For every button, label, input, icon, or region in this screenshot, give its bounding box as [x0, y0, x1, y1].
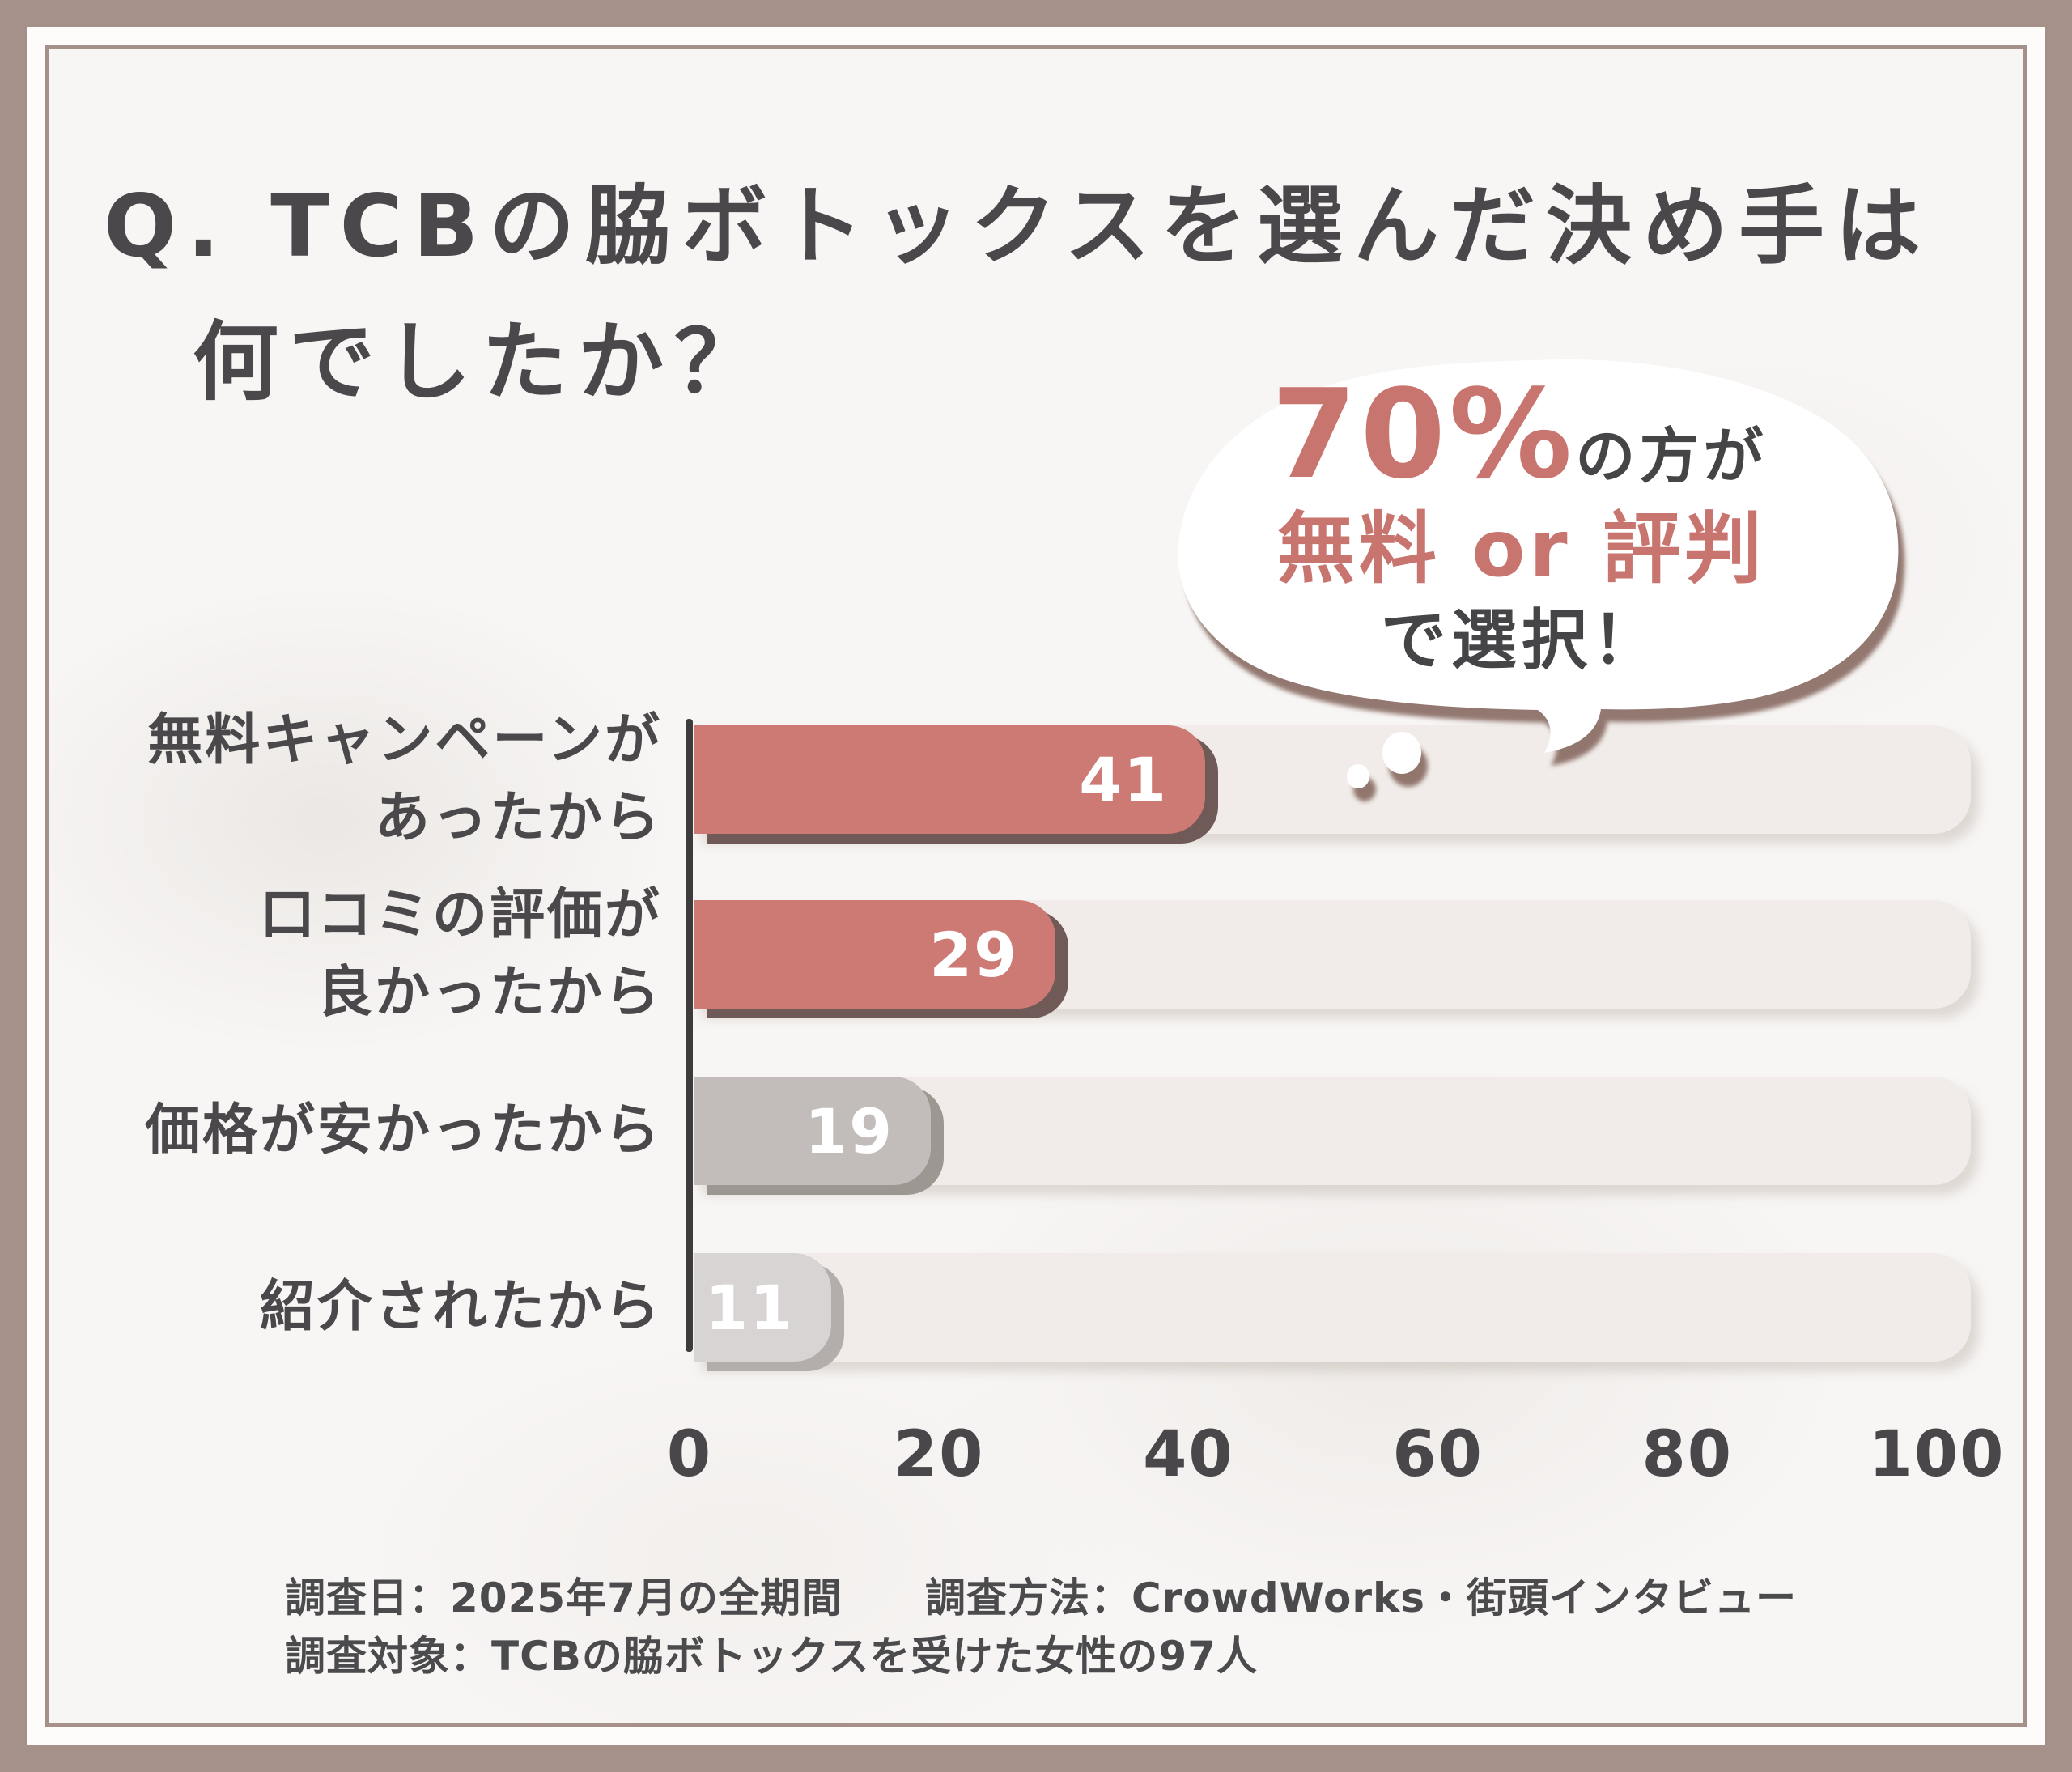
- bar-value-label: 29: [929, 918, 1018, 991]
- survey-note-line-2: 調査対象：TCBの脇ボトックスを受けた女性の97人: [285, 1633, 1258, 1680]
- x-tick-label: 20: [893, 1418, 985, 1491]
- category-label-line: あったから: [374, 786, 662, 850]
- category-label: 紹介されたから: [0, 1268, 662, 1346]
- category-label: 無料キャンペーンがあったから: [0, 702, 662, 857]
- title-line-1: Q. TCBの脇ボトックスを選んだ決め手は: [104, 176, 1931, 276]
- category-label: 価格が安かったから: [0, 1092, 662, 1170]
- bar-4: 11: [694, 1253, 831, 1362]
- category-label-line: 無料キャンペーンが: [147, 708, 662, 772]
- bubble-percent: 70%: [1271, 363, 1576, 506]
- bubble-line-3: で選択！: [1380, 603, 1662, 679]
- category-label-line: 良かったから: [316, 961, 662, 1025]
- category-label-line: 価格が安かったから: [144, 1098, 662, 1162]
- bar-3: 19: [694, 1077, 931, 1185]
- y-axis-line: [686, 719, 693, 1352]
- bubble-line-2: 無料 or 評判: [1276, 504, 1767, 594]
- content-area: [45, 45, 2027, 1727]
- title-line-2: 何でしたか？: [193, 312, 771, 412]
- x-tick-label: 40: [1143, 1418, 1234, 1491]
- bar-value-label: 19: [805, 1094, 894, 1167]
- survey-note: 調査日：2025年7月の全期間 調査方法：CrowdWorks・街頭インタビュー…: [285, 1569, 1797, 1685]
- survey-note-line-1: 調査日：2025年7月の全期間 調査方法：CrowdWorks・街頭インタビュー: [285, 1574, 1798, 1621]
- category-label-line: 口コミの評価が: [259, 883, 662, 947]
- category-label: 口コミの評価が良かったから: [0, 877, 662, 1032]
- thought-dot-large: [1382, 732, 1421, 774]
- x-tick-label: 100: [1868, 1418, 2006, 1491]
- category-label-line: 紹介されたから: [259, 1275, 662, 1339]
- speech-bubble-icon: [1178, 359, 1899, 788]
- bar-2: 29: [694, 900, 1055, 1009]
- x-tick-label: 0: [666, 1418, 713, 1491]
- bar-value-label: 41: [1079, 743, 1168, 816]
- bar-1: 41: [694, 725, 1205, 834]
- x-tick-label: 60: [1392, 1418, 1484, 1491]
- x-tick-label: 80: [1641, 1418, 1734, 1491]
- thought-dot-small: [1347, 764, 1369, 788]
- bar-track: [694, 1253, 1971, 1362]
- bubble-percent-suffix: の方が: [1575, 422, 1768, 491]
- bubble-line-1: 70% の方が: [1252, 363, 1786, 506]
- bar-value-label: 11: [705, 1271, 794, 1344]
- page-title: Q. TCBの脇ボトックスを選んだ決め手は 何でしたか？: [104, 159, 1931, 431]
